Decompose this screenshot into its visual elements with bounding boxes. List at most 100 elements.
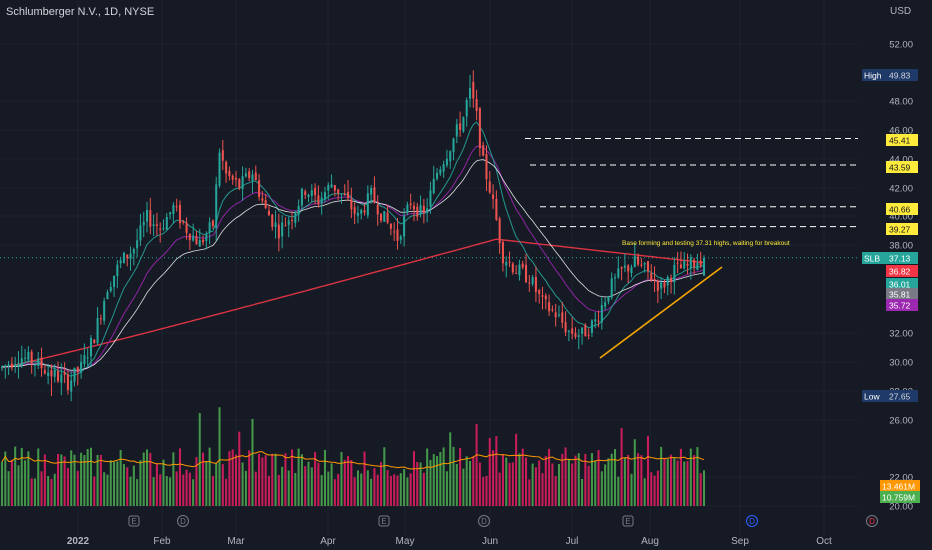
volume-bar bbox=[617, 476, 620, 506]
candle-body bbox=[294, 212, 297, 224]
volume-bar bbox=[373, 468, 376, 506]
candle-body bbox=[178, 204, 181, 224]
volume-bar bbox=[113, 461, 116, 506]
candle-body bbox=[132, 249, 135, 254]
price-badge: 35.72 bbox=[886, 299, 918, 311]
volume-bar bbox=[406, 477, 409, 506]
volume-bar bbox=[577, 453, 580, 506]
volume-bar bbox=[37, 448, 40, 506]
volume-bar bbox=[291, 449, 294, 506]
volume-bar bbox=[182, 474, 185, 506]
volume-bar bbox=[683, 461, 686, 506]
candle-body bbox=[70, 380, 73, 392]
volume-bar bbox=[57, 453, 60, 506]
volume-bar bbox=[584, 453, 587, 506]
volume-bar bbox=[646, 435, 649, 506]
candle-body bbox=[152, 224, 155, 226]
candle-body bbox=[653, 279, 656, 281]
candle-body bbox=[17, 363, 20, 366]
volume-bar bbox=[96, 454, 99, 506]
volume-bar bbox=[86, 449, 89, 506]
earnings-marker bbox=[378, 515, 390, 527]
volume-bar bbox=[238, 431, 241, 506]
candle-body bbox=[689, 257, 692, 268]
volume-bar bbox=[637, 453, 640, 506]
candle-body bbox=[192, 235, 195, 241]
volume-bar bbox=[528, 479, 531, 506]
volume-bar bbox=[188, 472, 191, 506]
event-marker: D bbox=[478, 515, 490, 527]
candle-body bbox=[623, 265, 626, 268]
volume-bar bbox=[518, 453, 521, 506]
volume-bar bbox=[386, 470, 389, 506]
candle-body bbox=[307, 194, 310, 198]
candle-body bbox=[429, 190, 432, 207]
volume-bar bbox=[116, 461, 119, 506]
candle-body bbox=[185, 222, 188, 234]
x-tick-label: Sep bbox=[731, 536, 749, 547]
candle-body bbox=[505, 261, 508, 266]
volume-bar bbox=[534, 467, 537, 506]
candle-body bbox=[551, 309, 554, 311]
candle-body bbox=[564, 322, 567, 333]
candle-body bbox=[416, 206, 419, 217]
low-badge-bg bbox=[862, 390, 886, 402]
candle-body bbox=[116, 264, 119, 276]
volume-bar bbox=[383, 447, 386, 506]
candle-body bbox=[244, 173, 247, 177]
volume-bar bbox=[432, 454, 435, 506]
volume-bar bbox=[10, 459, 13, 506]
volume-bar bbox=[251, 418, 254, 506]
volume-bar bbox=[297, 448, 300, 506]
candle-body bbox=[317, 195, 320, 205]
volume-bar bbox=[442, 447, 445, 506]
candle-body bbox=[538, 290, 541, 294]
y-tick-label: 22.00 bbox=[889, 473, 913, 484]
volume-bar bbox=[505, 457, 508, 506]
volume-bar bbox=[47, 476, 50, 506]
candle-body bbox=[646, 261, 649, 272]
volume-bar bbox=[590, 453, 593, 506]
volume-bar bbox=[136, 479, 139, 506]
low-badge: Low 27.65 bbox=[862, 390, 918, 402]
candle-body bbox=[508, 261, 511, 263]
high-badge-label: High bbox=[864, 71, 882, 81]
volume-bar bbox=[132, 465, 135, 506]
candle-body bbox=[238, 179, 241, 189]
candle-body bbox=[215, 184, 218, 229]
candle-body bbox=[459, 123, 462, 130]
event-marker-label: E bbox=[131, 517, 136, 526]
candle-body bbox=[607, 296, 610, 302]
volume-bar bbox=[475, 424, 478, 506]
volume-bar bbox=[24, 460, 27, 506]
volume-bar bbox=[666, 459, 669, 506]
volume-bar bbox=[455, 463, 458, 506]
volume-bar bbox=[122, 464, 125, 506]
candle-body bbox=[37, 358, 40, 366]
volume-bar bbox=[353, 477, 356, 506]
volume-bar bbox=[195, 457, 198, 506]
volume-bar bbox=[261, 457, 264, 506]
candle-body bbox=[679, 264, 682, 269]
candlesticks bbox=[0, 70, 706, 402]
candle-body bbox=[258, 180, 261, 197]
moving-averages bbox=[1, 121, 705, 377]
candle-body bbox=[442, 164, 445, 172]
candle-body bbox=[182, 221, 185, 223]
volume-bar bbox=[211, 476, 214, 506]
volume-bar bbox=[557, 464, 561, 506]
candle-body bbox=[432, 178, 435, 194]
volume-bar bbox=[162, 459, 165, 506]
volume-bar bbox=[604, 464, 607, 506]
volume-bar bbox=[89, 447, 93, 506]
trendline bbox=[599, 266, 723, 359]
volume-bar bbox=[17, 465, 20, 506]
candle-body bbox=[557, 314, 561, 316]
high-badge-bg bbox=[886, 69, 918, 81]
event-marker-label: D bbox=[180, 517, 186, 526]
candle-body bbox=[399, 236, 402, 240]
volume-bar bbox=[449, 432, 452, 506]
price-badge: SLB 37.13 bbox=[862, 252, 918, 264]
